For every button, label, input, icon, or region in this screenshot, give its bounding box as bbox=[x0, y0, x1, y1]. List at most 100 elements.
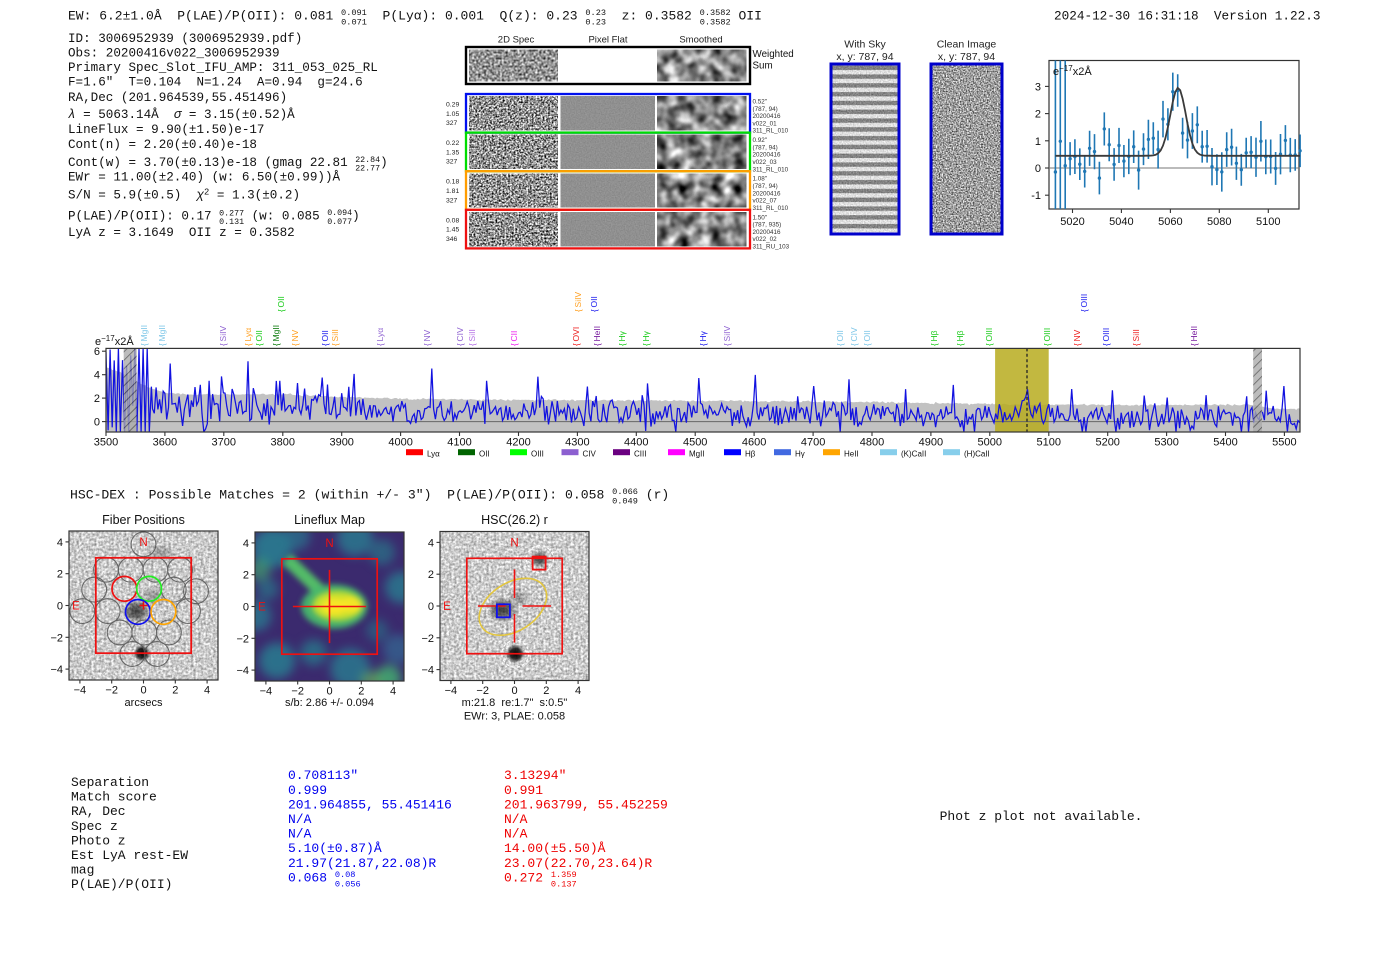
svg-text:x, y: 787, 94: x, y: 787, 94 bbox=[836, 51, 893, 63]
svg-text:{ OII: { OII bbox=[254, 330, 264, 346]
svg-text:N/A: N/A bbox=[504, 812, 528, 827]
svg-text:4700: 4700 bbox=[801, 437, 825, 449]
svg-text:0: 0 bbox=[1035, 163, 1041, 175]
svg-text:3500: 3500 bbox=[94, 437, 118, 449]
svg-text:5500: 5500 bbox=[1272, 437, 1296, 449]
svg-text:(787, 94): (787, 94) bbox=[753, 183, 778, 190]
svg-text:0: 0 bbox=[57, 601, 63, 613]
svg-text:327: 327 bbox=[446, 120, 458, 127]
svg-text:4: 4 bbox=[94, 370, 100, 382]
svg-text:v022_01: v022_01 bbox=[753, 120, 778, 127]
svg-text:20200416: 20200416 bbox=[753, 190, 782, 197]
svg-text:346: 346 bbox=[446, 236, 458, 243]
svg-text:e−17x2Å: e−17x2Å bbox=[95, 334, 134, 348]
svg-text:{ NV: { NV bbox=[1072, 329, 1082, 346]
svg-text:0.708113": 0.708113" bbox=[288, 768, 358, 783]
svg-text:ID: 3006952939 (3006952939.pdf: ID: 3006952939 (3006952939.pdf) bbox=[68, 32, 302, 46]
svg-text:EW: 6.2±1.0Å P(LAE)/P(OII): 0: EW: 6.2±1.0Å P(LAE)/P(OII): 0.081 0.091 0… bbox=[68, 8, 762, 27]
svg-text:{ SiIV: { SiIV bbox=[573, 292, 583, 312]
svg-text:−4: −4 bbox=[50, 664, 63, 676]
svg-text:2: 2 bbox=[358, 686, 364, 698]
svg-text:CIV: CIV bbox=[583, 450, 597, 459]
svg-text:3: 3 bbox=[1035, 81, 1041, 93]
svg-text:−2: −2 bbox=[421, 633, 434, 645]
svg-text:{ MgII: { MgII bbox=[271, 325, 281, 346]
svg-text:−4: −4 bbox=[421, 665, 434, 677]
svg-text:{ HeII: { HeII bbox=[592, 326, 602, 346]
svg-text:{ Hγ: { Hγ bbox=[617, 330, 627, 346]
svg-text:(787, 94): (787, 94) bbox=[753, 106, 778, 113]
svg-text:5100: 5100 bbox=[1037, 437, 1061, 449]
svg-text:3600: 3600 bbox=[153, 437, 177, 449]
svg-text:0: 0 bbox=[140, 685, 146, 697]
svg-text:4: 4 bbox=[390, 686, 396, 698]
svg-text:{ SiIV: { SiIV bbox=[722, 326, 732, 346]
svg-text:{ OVI: { OVI bbox=[571, 327, 581, 346]
svg-text:1.08": 1.08" bbox=[753, 176, 768, 183]
svg-text:Hβ: Hβ bbox=[745, 450, 756, 459]
svg-text:2: 2 bbox=[543, 685, 549, 697]
svg-text:0: 0 bbox=[326, 686, 332, 698]
svg-text:0.068 0.080.056: 0.068 0.08 0.056 bbox=[288, 870, 361, 889]
svg-text:{ SiII: { SiII bbox=[467, 329, 477, 346]
svg-text:−2: −2 bbox=[50, 632, 63, 644]
svg-text:2: 2 bbox=[428, 569, 434, 581]
svg-text:5040: 5040 bbox=[1109, 216, 1133, 228]
svg-text:1.81: 1.81 bbox=[446, 188, 459, 195]
svg-text:−2: −2 bbox=[236, 633, 249, 645]
svg-text:0.29: 0.29 bbox=[446, 102, 459, 109]
svg-text:{ Lyα: { Lyα bbox=[375, 328, 385, 346]
svg-text:−4: −4 bbox=[260, 686, 273, 698]
svg-text:Pixel Flat: Pixel Flat bbox=[588, 35, 627, 46]
svg-text:LyA z = 3.1649 OII z = 0.3582: LyA z = 3.1649 OII z = 0.3582 bbox=[68, 226, 295, 240]
svg-text:{ OII: { OII bbox=[589, 296, 599, 312]
svg-text:−4: −4 bbox=[236, 665, 249, 677]
svg-text:1.35: 1.35 bbox=[446, 149, 459, 156]
svg-text:−2: −2 bbox=[105, 685, 118, 697]
svg-text:0.92": 0.92" bbox=[753, 137, 768, 144]
svg-text:Fiber Positions: Fiber Positions bbox=[102, 513, 185, 527]
svg-text:4: 4 bbox=[204, 685, 210, 697]
svg-text:(H)CaII: (H)CaII bbox=[964, 450, 990, 459]
svg-text:Phot z plot not available.: Phot z plot not available. bbox=[940, 809, 1143, 824]
svg-text:Weighted: Weighted bbox=[753, 49, 794, 60]
svg-text:P(LAE)/P(OII): P(LAE)/P(OII) bbox=[71, 877, 172, 892]
svg-text:{ OIII: { OIII bbox=[1042, 328, 1052, 346]
svg-text:4800: 4800 bbox=[860, 437, 884, 449]
svg-text:5300: 5300 bbox=[1154, 437, 1178, 449]
svg-text:23.07(22.70,23.64)R: 23.07(22.70,23.64)R bbox=[504, 856, 652, 871]
svg-text:14.00(±5.50)Å: 14.00(±5.50)Å bbox=[504, 841, 606, 856]
svg-text:Cont(w) = 3.70(±0.13)e-18 (gma: Cont(w) = 3.70(±0.13)e-18 (gmag 22.81 22… bbox=[68, 156, 388, 174]
svg-text:4300: 4300 bbox=[565, 437, 589, 449]
svg-text:{ SiII: { SiII bbox=[1131, 329, 1141, 346]
svg-text:{ OIII: { OIII bbox=[1101, 328, 1111, 346]
svg-text:21.97(21.87,22.08)R: 21.97(21.87,22.08)R bbox=[288, 856, 436, 871]
svg-text:OIII: OIII bbox=[531, 450, 544, 459]
svg-text:3.13294": 3.13294" bbox=[504, 768, 566, 783]
svg-text:EWr: 3, PLAE: 0.058: EWr: 3, PLAE: 0.058 bbox=[464, 711, 565, 723]
svg-text:−4: −4 bbox=[445, 685, 458, 697]
svg-text:v022_03: v022_03 bbox=[753, 159, 778, 166]
svg-text:{ CII: { CII bbox=[509, 331, 519, 346]
svg-text:4400: 4400 bbox=[624, 437, 648, 449]
svg-text:e−17x2Å: e−17x2Å bbox=[1053, 64, 1092, 78]
svg-text:{ Hβ: { Hβ bbox=[929, 330, 939, 346]
svg-text:Photo z: Photo z bbox=[71, 833, 126, 848]
svg-text:Hγ: Hγ bbox=[795, 450, 805, 459]
svg-text:{ CIV: { CIV bbox=[849, 327, 859, 346]
svg-text:4: 4 bbox=[428, 537, 434, 549]
svg-text:(787, 94): (787, 94) bbox=[753, 144, 778, 151]
svg-text:{ Hγ: { Hγ bbox=[698, 330, 708, 346]
svg-text:4: 4 bbox=[575, 685, 581, 697]
svg-text:5080: 5080 bbox=[1207, 216, 1231, 228]
svg-text:Clean Image: Clean Image bbox=[937, 39, 997, 51]
svg-text:0.22: 0.22 bbox=[446, 140, 459, 147]
svg-text:−2: −2 bbox=[476, 685, 489, 697]
svg-text:m:21.8 re:1.7" s:0.5": m:21.8 re:1.7" s:0.5" bbox=[462, 697, 568, 709]
svg-text:HSC-DEX : Possible Matches = 2: HSC-DEX : Possible Matches = 2 (within +… bbox=[70, 487, 669, 506]
svg-text:5200: 5200 bbox=[1095, 437, 1119, 449]
svg-text:arcsecs: arcsecs bbox=[125, 697, 163, 709]
svg-text:{ Lyα: { Lyα bbox=[243, 328, 253, 346]
svg-text:RA, Dec: RA, Dec bbox=[71, 804, 126, 819]
